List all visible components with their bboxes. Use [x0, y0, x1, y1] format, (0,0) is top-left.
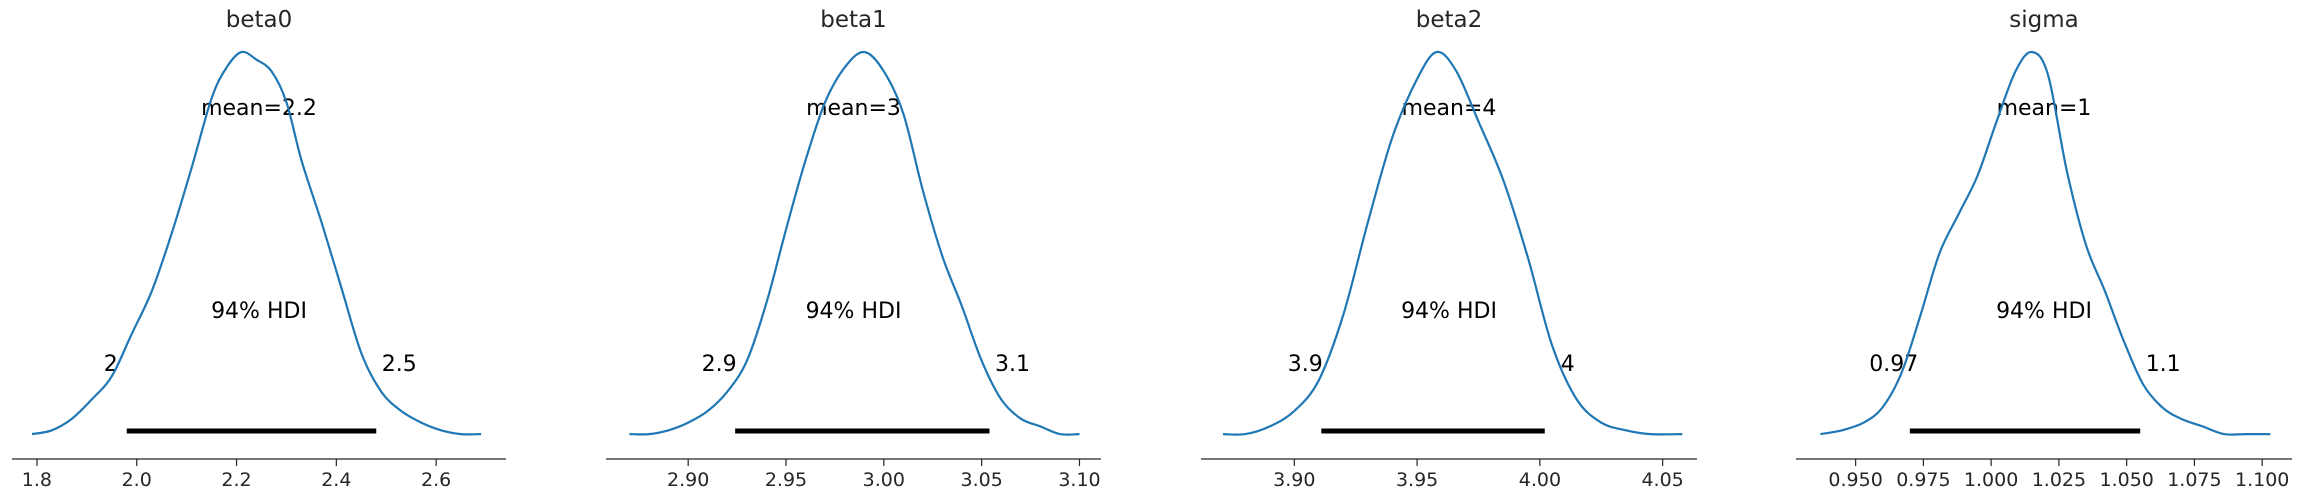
hdi-lower-label: 3.9 — [1288, 352, 1323, 377]
panel-beta2: beta2 mean=4 94% HDI 3.9 4 3.90 3.95 4.0… — [1201, 7, 1697, 491]
x-tick-label: 3.95 — [1396, 469, 1438, 491]
x-tick-label: 4.05 — [1641, 469, 1683, 491]
panel-sigma: sigma mean=1 94% HDI 0.97 1.1 0.950 0.97… — [1796, 7, 2292, 491]
panel-title: sigma — [2009, 7, 2078, 33]
x-tick-label: 3.10 — [1058, 469, 1100, 491]
x-tick-label: 2.90 — [667, 469, 709, 491]
mean-label: mean=2.2 — [201, 96, 317, 121]
hdi-label: 94% HDI — [211, 299, 307, 324]
x-tick-label: 1.050 — [2099, 469, 2153, 491]
x-tick-label: 4.00 — [1519, 469, 1561, 491]
x-tick-label: 2.2 — [221, 469, 251, 491]
hdi-upper-label: 4 — [1561, 352, 1575, 377]
hdi-upper-label: 1.1 — [2146, 352, 2181, 377]
x-tick-label: 3.90 — [1273, 469, 1315, 491]
hdi-upper-label: 3.1 — [995, 352, 1030, 377]
x-tick-label: 1.8 — [22, 469, 52, 491]
panel-title: beta0 — [226, 7, 293, 33]
mean-label: mean=4 — [1402, 96, 1497, 121]
panel-title: beta1 — [820, 7, 887, 33]
x-tick-label: 2.4 — [321, 469, 351, 491]
x-tick-label: 1.025 — [2032, 469, 2086, 491]
x-tick-label: 2.0 — [122, 469, 152, 491]
density-curve — [629, 50, 1080, 436]
mean-label: mean=1 — [1997, 96, 2092, 121]
panel-beta1: beta1 mean=3 94% HDI 2.9 3.1 2.90 2.95 3… — [606, 7, 1101, 491]
panel-title: beta2 — [1416, 7, 1483, 33]
panel-beta0: beta0 mean=2.2 94% HDI 2 2.5 1.8 2.0 2.2… — [12, 7, 506, 491]
x-tick-label: 2.6 — [421, 469, 451, 491]
x-tick-label: 0.975 — [1896, 469, 1950, 491]
x-tick-label: 2.95 — [765, 469, 807, 491]
x-tick-label: 1.100 — [2235, 469, 2289, 491]
x-tick-label: 3.00 — [863, 469, 905, 491]
x-tick-label: 1.075 — [2167, 469, 2221, 491]
density-curve — [1223, 50, 1683, 436]
x-tick-label: 0.950 — [1828, 469, 1882, 491]
x-tick-label: 1.000 — [1964, 469, 2018, 491]
density-curve — [1820, 50, 2271, 436]
hdi-label: 94% HDI — [1996, 299, 2092, 324]
hdi-label: 94% HDI — [806, 299, 902, 324]
hdi-lower-label: 0.97 — [1869, 352, 1918, 377]
hdi-label: 94% HDI — [1401, 299, 1497, 324]
hdi-lower-label: 2.9 — [702, 352, 737, 377]
density-curve — [31, 50, 482, 436]
x-tick-label: 3.05 — [961, 469, 1003, 491]
hdi-lower-label: 2 — [104, 352, 118, 377]
hdi-upper-label: 2.5 — [382, 352, 417, 377]
